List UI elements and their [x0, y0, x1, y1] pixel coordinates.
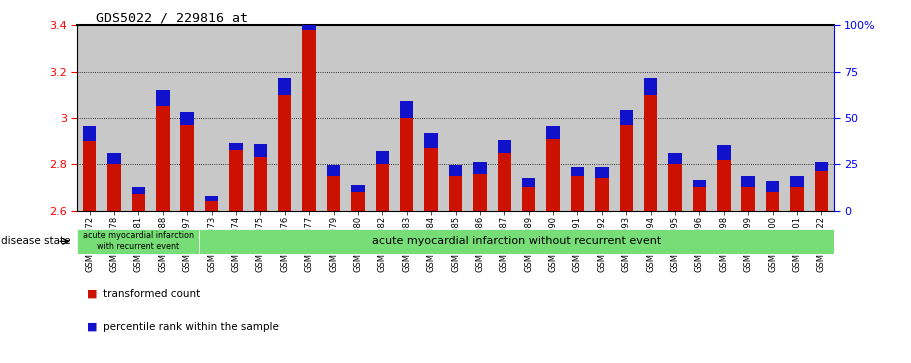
Bar — [400, 101, 414, 118]
Bar — [742, 187, 755, 211]
Bar — [205, 201, 219, 211]
Bar — [375, 151, 389, 164]
Text: transformed count: transformed count — [103, 289, 200, 299]
Bar — [83, 141, 97, 211]
Bar — [230, 143, 242, 150]
Text: acute myocardial infarction
with recurrent event: acute myocardial infarction with recurre… — [83, 231, 194, 252]
Bar — [619, 125, 633, 211]
Bar — [156, 106, 169, 211]
Bar — [425, 148, 438, 211]
Bar — [522, 178, 536, 187]
Bar — [790, 187, 804, 211]
Text: ■: ■ — [87, 289, 97, 299]
Bar — [742, 176, 755, 187]
Bar — [766, 192, 779, 211]
Bar — [132, 194, 145, 211]
Bar — [253, 144, 267, 157]
Bar — [278, 95, 292, 211]
Bar — [230, 150, 242, 211]
Bar — [547, 126, 559, 139]
Text: acute myocardial infarction without recurrent event: acute myocardial infarction without recu… — [372, 236, 661, 246]
Bar — [619, 110, 633, 125]
Bar — [180, 112, 194, 125]
Bar — [790, 176, 804, 187]
Bar — [107, 164, 121, 211]
Bar — [327, 165, 340, 176]
Bar — [692, 187, 706, 211]
Bar — [814, 162, 828, 171]
Bar — [107, 153, 121, 164]
Bar — [425, 133, 438, 148]
Bar — [497, 140, 511, 153]
Bar — [595, 167, 609, 178]
Bar — [669, 153, 681, 164]
Bar — [132, 187, 145, 194]
Bar — [595, 178, 609, 211]
Bar — [77, 229, 200, 254]
Bar — [253, 157, 267, 211]
Text: percentile rank within the sample: percentile rank within the sample — [103, 322, 279, 332]
Bar — [302, 30, 316, 211]
Bar — [814, 171, 828, 211]
Bar — [278, 78, 292, 95]
Bar — [644, 78, 658, 95]
Bar — [547, 139, 559, 211]
Text: disease state: disease state — [1, 236, 70, 246]
Bar — [473, 162, 486, 174]
Bar — [571, 167, 584, 176]
Bar — [449, 176, 462, 211]
Bar — [375, 164, 389, 211]
Bar — [473, 174, 486, 211]
Bar — [717, 160, 731, 211]
Bar — [717, 145, 731, 160]
Bar — [205, 196, 219, 201]
Bar — [766, 181, 779, 192]
Bar — [156, 90, 169, 106]
Bar — [327, 176, 340, 211]
Bar — [449, 165, 462, 176]
Bar — [644, 95, 658, 211]
Bar — [180, 125, 194, 211]
Bar — [497, 153, 511, 211]
Bar — [522, 187, 536, 211]
Bar — [83, 126, 97, 141]
Bar — [400, 118, 414, 211]
Bar — [571, 176, 584, 211]
Bar — [302, 12, 316, 30]
Bar — [669, 164, 681, 211]
Bar — [352, 192, 364, 211]
Text: GDS5022 / 229816_at: GDS5022 / 229816_at — [96, 11, 248, 24]
Bar — [352, 185, 364, 192]
Bar — [200, 229, 834, 254]
Bar — [692, 180, 706, 187]
Text: ■: ■ — [87, 322, 97, 332]
